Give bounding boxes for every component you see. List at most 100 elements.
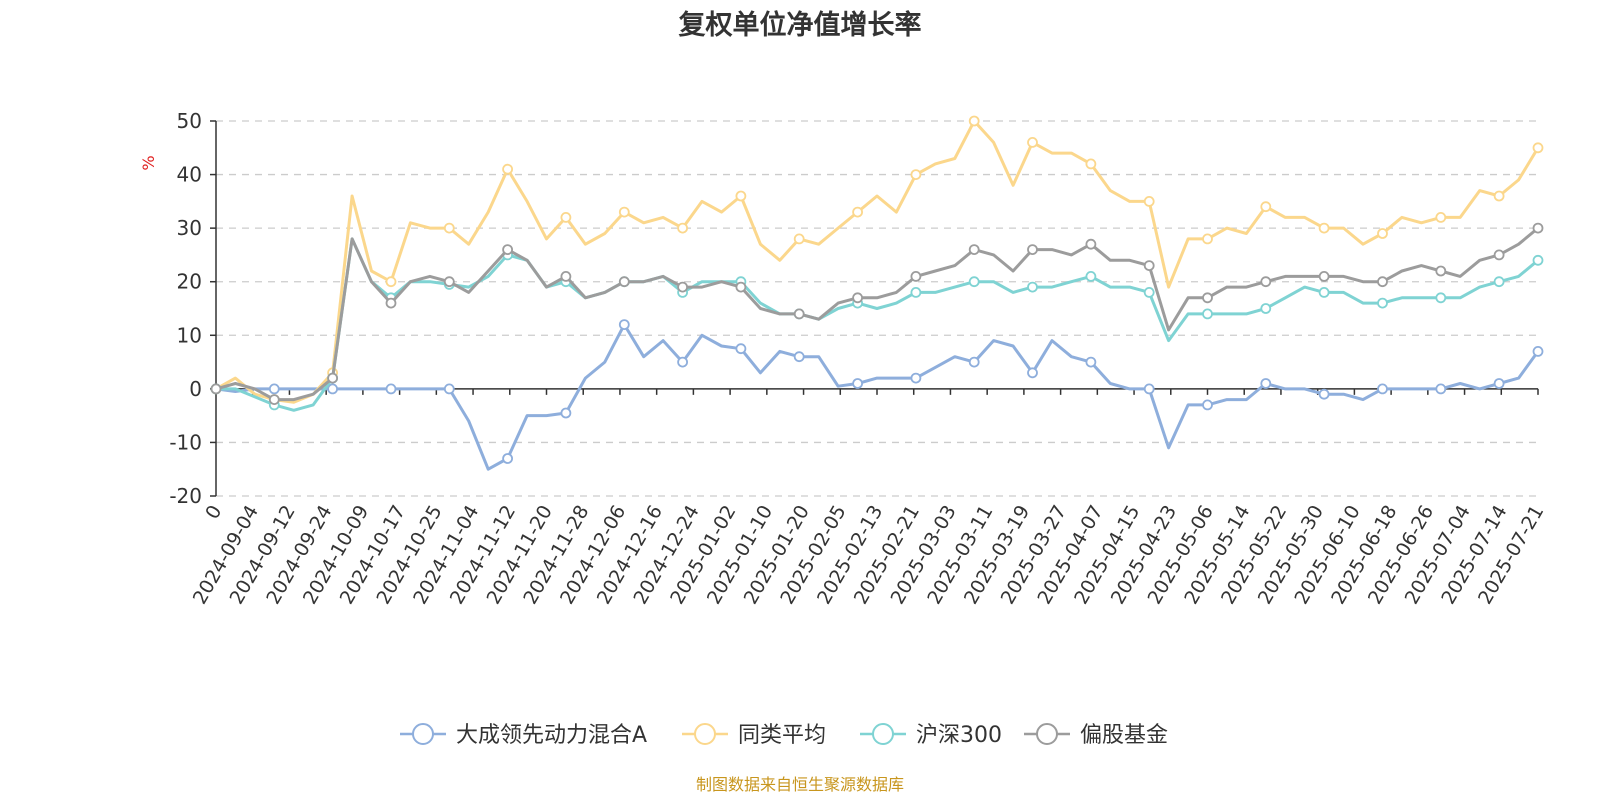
- y-tick-label: 20: [177, 270, 202, 294]
- data-point: [385, 383, 397, 395]
- data-point: [910, 270, 922, 282]
- data-point: [1493, 378, 1505, 389]
- data-point: [210, 383, 222, 395]
- data-point: [1377, 297, 1388, 309]
- data-point: [327, 372, 339, 384]
- data-point: [443, 383, 455, 395]
- data-point: [1532, 254, 1544, 266]
- data-point: [385, 297, 397, 309]
- data-point: [1085, 238, 1097, 250]
- data-point: [1143, 383, 1155, 395]
- data-point: [560, 407, 572, 419]
- data-point: [1202, 308, 1213, 320]
- data-point: [968, 115, 980, 127]
- data-point: [1027, 136, 1038, 148]
- data-point: [910, 286, 922, 298]
- data-point: [443, 222, 455, 234]
- data-point: [1435, 265, 1447, 277]
- legend-item-3[interactable]: 偏股基金: [1024, 723, 1168, 748]
- data-point: [793, 233, 805, 245]
- data-point: [1260, 378, 1272, 389]
- legend-item-1[interactable]: 同类平均: [682, 723, 826, 748]
- data-point: [1532, 345, 1544, 357]
- data-point: [735, 281, 747, 293]
- y-tick-label: -10: [169, 430, 202, 454]
- legend-item-2[interactable]: 沪深300: [860, 723, 1002, 748]
- data-point: [1202, 233, 1213, 245]
- data-point: [327, 383, 339, 395]
- data-point: [1260, 303, 1272, 314]
- data-point: [618, 319, 630, 331]
- series-line: [215, 226, 1539, 402]
- data-point: [735, 343, 747, 355]
- data-point: [1027, 367, 1038, 379]
- data-point: [268, 394, 280, 406]
- data-point: [968, 356, 980, 368]
- data-point: [385, 276, 397, 288]
- data-point: [1318, 388, 1330, 400]
- y-tick-label: 50: [177, 109, 202, 133]
- legend-label: 大成领先动力混合A: [456, 723, 647, 748]
- series-lines: [210, 115, 1544, 471]
- legend-label: 同类平均: [738, 723, 826, 748]
- data-point: [1027, 281, 1038, 293]
- data-point: [1493, 249, 1505, 261]
- data-point: [560, 270, 572, 282]
- y-tick-label: 40: [177, 163, 202, 187]
- data-point: [502, 453, 514, 464]
- legend-marker-icon: [1036, 723, 1058, 745]
- data-point: [968, 244, 980, 256]
- data-point: [502, 244, 514, 256]
- data-point: [793, 308, 805, 320]
- data-point: [852, 292, 863, 304]
- data-point: [677, 281, 688, 293]
- series-line: [215, 323, 1540, 471]
- data-point: [502, 163, 514, 175]
- data-point: [1085, 158, 1097, 170]
- legend-item-0[interactable]: 大成领先动力混合A: [400, 723, 647, 748]
- data-point: [1143, 195, 1155, 207]
- y-tick-label: 30: [177, 216, 202, 240]
- series-1: [210, 115, 1544, 406]
- y-tick-label: -20: [169, 484, 202, 508]
- data-point: [1377, 228, 1388, 239]
- data-point: [1435, 211, 1447, 223]
- data-point: [1318, 270, 1330, 282]
- data-point: [1318, 286, 1330, 298]
- data-point: [735, 190, 747, 202]
- data-point: [677, 356, 688, 368]
- source-note: 制图数据来自恒生聚源数据库: [696, 775, 904, 794]
- data-point: [910, 372, 922, 384]
- data-point: [1377, 383, 1388, 395]
- data-point: [968, 276, 980, 288]
- data-point: [852, 378, 863, 389]
- legend-label: 偏股基金: [1080, 723, 1168, 748]
- data-point: [1532, 222, 1544, 234]
- series-2: [210, 237, 1544, 412]
- series-line: [215, 119, 1540, 404]
- data-point: [1532, 142, 1544, 154]
- series-0: [210, 319, 1544, 471]
- series-3: [210, 222, 1544, 406]
- data-point: [1202, 399, 1213, 411]
- data-point: [1027, 244, 1038, 256]
- data-point: [560, 211, 572, 223]
- data-point: [1435, 292, 1447, 304]
- data-point: [1435, 383, 1447, 395]
- data-point: [1493, 190, 1505, 202]
- x-axis-ticks: 02024-09-042024-09-122024-09-242024-10-0…: [189, 388, 1548, 608]
- data-point: [677, 222, 688, 234]
- data-point: [910, 169, 922, 181]
- data-point: [1260, 201, 1272, 213]
- data-point: [618, 276, 630, 288]
- y-axis-ticks: -20 -10 0 10 20 30 40 50: [169, 109, 216, 508]
- data-point: [1493, 276, 1505, 288]
- x-tick-label: 0: [201, 502, 226, 523]
- data-point: [1202, 292, 1213, 304]
- legend[interactable]: 大成领先动力混合A 同类平均 沪深300 偏股基金: [400, 723, 1168, 748]
- data-point: [1377, 276, 1388, 288]
- data-point: [1143, 286, 1155, 298]
- data-point: [1318, 222, 1330, 234]
- legend-marker-icon: [412, 723, 434, 745]
